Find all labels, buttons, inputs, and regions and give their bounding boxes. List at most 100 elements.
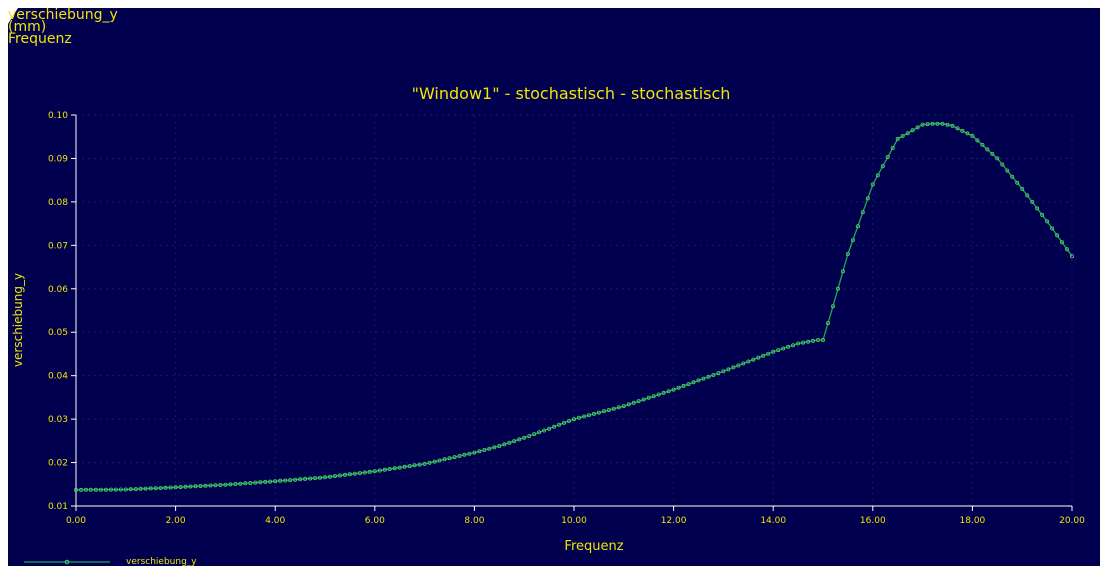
data-point bbox=[636, 399, 641, 404]
data-point bbox=[850, 238, 855, 243]
data-point bbox=[183, 484, 188, 489]
data-point bbox=[611, 406, 616, 411]
data-point bbox=[915, 125, 920, 130]
data-point bbox=[786, 344, 791, 349]
data-point bbox=[243, 481, 248, 486]
data-point bbox=[93, 487, 98, 492]
data-point bbox=[1030, 199, 1035, 204]
data-point bbox=[133, 487, 138, 492]
data-point bbox=[651, 394, 656, 399]
data-point bbox=[855, 224, 860, 229]
data-point bbox=[606, 407, 611, 412]
data-point bbox=[791, 343, 796, 348]
data-point bbox=[646, 395, 651, 400]
x-tick-label: 4.00 bbox=[265, 516, 285, 526]
data-point bbox=[522, 435, 527, 440]
data-point bbox=[308, 476, 313, 481]
data-point bbox=[233, 481, 238, 486]
data-point bbox=[930, 121, 935, 126]
data-point bbox=[517, 437, 522, 442]
data-point bbox=[407, 464, 412, 469]
header-quantity: verschiebung_y bbox=[8, 8, 118, 23]
data-point bbox=[442, 457, 447, 462]
data-point bbox=[347, 472, 352, 477]
data-point bbox=[153, 486, 158, 491]
data-point bbox=[238, 481, 243, 486]
data-point bbox=[1040, 212, 1045, 217]
data-point bbox=[337, 473, 342, 478]
data-point bbox=[826, 321, 831, 326]
data-point bbox=[248, 480, 253, 485]
data-point bbox=[766, 351, 771, 356]
data-point bbox=[925, 122, 930, 127]
data-point bbox=[686, 382, 691, 387]
chart-title: "Window1" - stochastisch - stochastisch bbox=[412, 84, 731, 103]
window-corner bbox=[8, 8, 18, 24]
data-point bbox=[462, 452, 467, 457]
data-point bbox=[278, 478, 283, 483]
data-point bbox=[562, 420, 567, 425]
data-point bbox=[98, 487, 103, 492]
data-point bbox=[298, 477, 303, 482]
data-point bbox=[920, 122, 925, 127]
data-point bbox=[472, 450, 477, 455]
data-point bbox=[905, 131, 910, 136]
data-point bbox=[108, 487, 113, 492]
data-point bbox=[840, 269, 845, 274]
data-point bbox=[537, 430, 542, 435]
y-tick-label: 0.03 bbox=[48, 415, 68, 425]
y-tick-label: 0.04 bbox=[48, 372, 68, 382]
data-point bbox=[776, 348, 781, 353]
data-point bbox=[113, 487, 118, 492]
data-point bbox=[691, 380, 696, 385]
data-point bbox=[497, 443, 502, 448]
data-point bbox=[716, 371, 721, 376]
data-point bbox=[148, 486, 153, 491]
data-point bbox=[322, 475, 327, 480]
data-point bbox=[696, 378, 701, 383]
data-point bbox=[621, 404, 626, 409]
data-point bbox=[860, 210, 865, 215]
data-point bbox=[303, 476, 308, 481]
data-point bbox=[940, 121, 945, 126]
data-point bbox=[890, 145, 895, 150]
data-point bbox=[701, 376, 706, 381]
data-point bbox=[507, 440, 512, 445]
data-point bbox=[208, 483, 213, 488]
data-point bbox=[671, 387, 676, 392]
data-point bbox=[1015, 180, 1020, 185]
y-axis-label: verschiebung_y bbox=[11, 273, 25, 367]
data-point bbox=[88, 487, 93, 492]
x-axis-label: Frequenz bbox=[564, 539, 623, 554]
data-point bbox=[661, 390, 666, 395]
data-point bbox=[512, 439, 517, 444]
x-tick-label: 0.00 bbox=[66, 516, 86, 526]
data-point bbox=[1065, 247, 1070, 252]
data-point bbox=[1070, 254, 1075, 259]
data-point bbox=[676, 385, 681, 390]
data-point bbox=[950, 123, 955, 128]
data-point bbox=[218, 482, 223, 487]
data-point bbox=[875, 173, 880, 178]
data-point bbox=[741, 361, 746, 366]
data-point bbox=[990, 151, 995, 156]
data-point bbox=[811, 338, 816, 343]
plot-window: verschiebung_y (mm) Frequenz 0.01 0.02 0.0… bbox=[8, 8, 1100, 566]
data-point bbox=[577, 415, 582, 420]
data-point bbox=[771, 349, 776, 354]
data-point bbox=[387, 466, 392, 471]
data-point bbox=[801, 340, 806, 345]
header-xvar: Frequenz bbox=[8, 31, 72, 47]
data-point bbox=[342, 472, 347, 477]
x-tick-label: 18.00 bbox=[960, 516, 986, 526]
data-point bbox=[666, 389, 671, 394]
data-point bbox=[1000, 162, 1005, 167]
data-point bbox=[1010, 174, 1015, 179]
data-point bbox=[547, 426, 552, 431]
data-point bbox=[288, 478, 293, 483]
y-tick-label: 0.05 bbox=[48, 328, 68, 338]
legend-label: verschiebung_y bbox=[126, 557, 197, 566]
data-point bbox=[895, 136, 900, 141]
data-point bbox=[223, 482, 228, 487]
data-point bbox=[417, 462, 422, 467]
